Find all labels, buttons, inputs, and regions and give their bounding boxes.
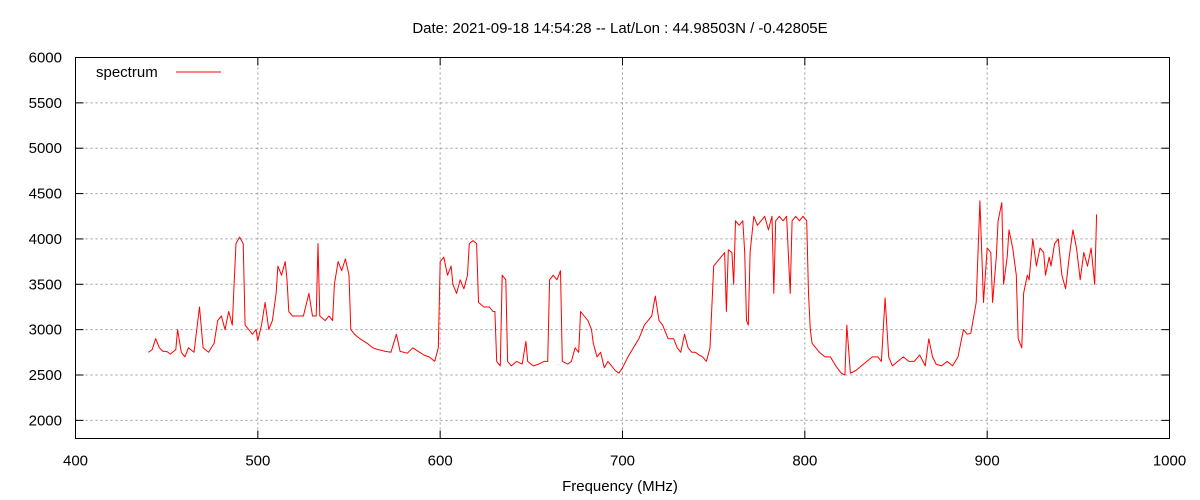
x-tick-label: 500 bbox=[245, 453, 270, 470]
x-tick-label: 1000 bbox=[1153, 453, 1186, 470]
legend-entry-label: spectrum bbox=[96, 64, 158, 81]
x-axis-ticks: 400 500 600 700 800 900 1000 bbox=[63, 57, 1186, 470]
y-tick-label: 4000 bbox=[29, 231, 62, 248]
y-tick-label: 6000 bbox=[29, 50, 62, 67]
x-tick-label: 600 bbox=[428, 453, 453, 470]
x-tick-label: 800 bbox=[792, 453, 817, 470]
y-axis-ticks: 2000 2500 3000 3500 4000 4500 5000 5500 6000 bbox=[29, 50, 1170, 429]
x-tick-label: 700 bbox=[610, 453, 635, 470]
x-tick-label: 400 bbox=[63, 453, 88, 470]
plot-frame bbox=[75, 57, 1170, 439]
legend: spectrum bbox=[96, 64, 221, 81]
x-tick-label: 900 bbox=[975, 453, 1000, 470]
series-layer bbox=[148, 200, 1098, 376]
grid-lines bbox=[75, 57, 1170, 439]
y-tick-label: 5000 bbox=[29, 140, 62, 157]
y-tick-label: 3000 bbox=[29, 322, 62, 339]
y-tick-label: 3500 bbox=[29, 276, 62, 293]
y-tick-label: 4500 bbox=[29, 186, 62, 203]
y-tick-label: 2500 bbox=[29, 367, 62, 384]
series-line-spectrum bbox=[148, 200, 1098, 376]
y-tick-label: 2000 bbox=[29, 412, 62, 429]
y-tick-label: 5500 bbox=[29, 95, 62, 112]
chart-title: Date: 2021-09-18 14:54:28 -- Lat/Lon : 4… bbox=[412, 20, 827, 37]
x-axis-label: Frequency (MHz) bbox=[562, 478, 678, 495]
